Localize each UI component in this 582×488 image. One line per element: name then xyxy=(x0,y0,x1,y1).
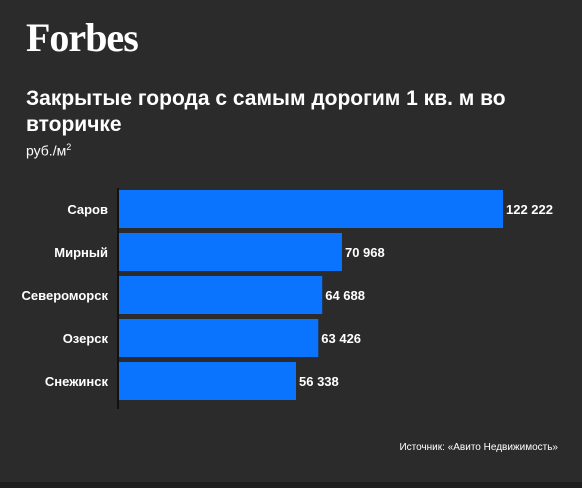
bottom-strip xyxy=(0,482,582,488)
category-label: Озерск xyxy=(63,331,109,346)
source-note: Источник: «Авито Недвижимость» xyxy=(399,442,558,453)
chart-title: Закрытые города с самым дорогим 1 кв. м … xyxy=(26,87,506,136)
bar xyxy=(119,276,323,314)
unit-superscript: 2 xyxy=(66,142,72,152)
value-label: 56 338 xyxy=(299,374,339,389)
unit-base: руб./м xyxy=(26,142,67,159)
category-label: Снежинск xyxy=(45,374,109,389)
unit-label: руб./м2 xyxy=(26,142,71,159)
bar xyxy=(119,362,297,400)
value-label: 122 222 xyxy=(506,202,553,217)
value-label: 64 688 xyxy=(325,288,365,303)
bar xyxy=(119,233,342,271)
category-label: Саров xyxy=(67,202,108,217)
bar xyxy=(119,190,503,228)
forbes-logo: Forbes xyxy=(26,15,139,60)
category-label: Мирный xyxy=(54,245,108,260)
category-label: Североморск xyxy=(22,288,109,303)
bar xyxy=(119,319,319,357)
value-label: 63 426 xyxy=(321,331,361,346)
value-label: 70 968 xyxy=(345,245,385,260)
